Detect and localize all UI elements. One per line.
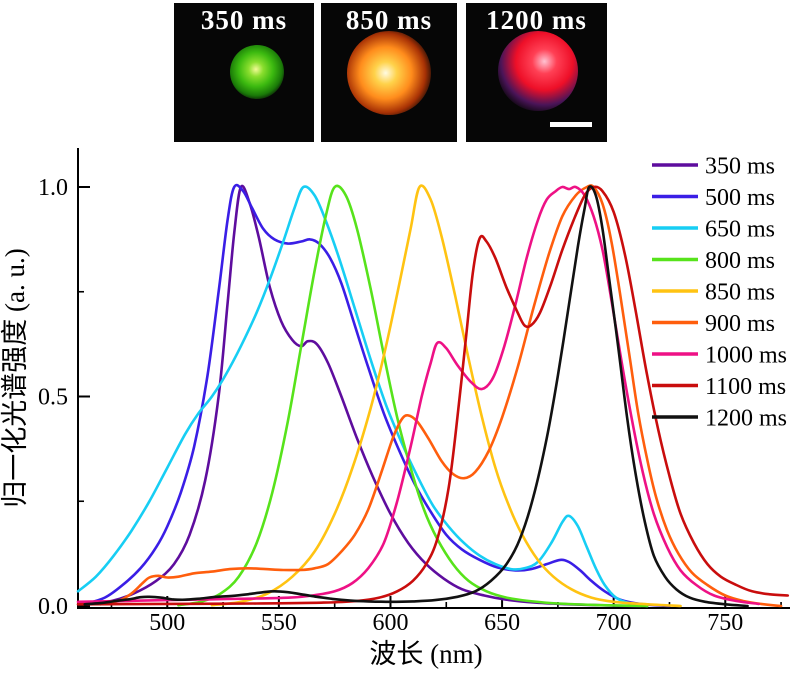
series-curve-900ms	[99, 184, 783, 608]
particle-dot-orange	[347, 31, 431, 115]
x-tick-label: 700	[596, 610, 632, 636]
x-tick-label: 750	[707, 610, 743, 636]
series-curve-350ms	[87, 184, 642, 608]
legend-label-650ms: 650 ms	[705, 217, 775, 243]
y-tick-label: 0.5	[38, 385, 68, 411]
particle-dot-red	[498, 31, 578, 111]
y-axis-label: 归一化光谱强度 (a. u.)	[0, 248, 30, 507]
legend-label-1100ms: 1100 ms	[705, 374, 786, 400]
inset-image-1200ms: 1200 ms	[466, 3, 607, 142]
inset-label-350ms: 350 ms	[200, 5, 288, 35]
legend-label-900ms: 900 ms	[705, 311, 775, 337]
y-tick-label: 1.0	[38, 175, 68, 201]
inset-image-350ms: 350 ms	[174, 3, 314, 142]
series-curve-1100ms	[76, 185, 790, 606]
legend-label-1200ms: 1200 ms	[705, 406, 787, 432]
inset-label-1200ms: 1200 ms	[486, 5, 587, 35]
axis-spines	[77, 148, 790, 609]
particle-dot-green	[230, 45, 284, 99]
legend-label-850ms: 850 ms	[705, 280, 775, 306]
series-curve-1200ms	[83, 185, 749, 608]
x-tick-label: 550	[261, 610, 297, 636]
series-curve-850ms	[210, 184, 682, 608]
scale-bar	[550, 122, 592, 127]
y-tick-label: 0.0	[38, 594, 68, 620]
x-tick-label: 650	[484, 610, 520, 636]
series-curve-1000ms	[76, 185, 761, 606]
x-tick-label: 500	[149, 610, 185, 636]
legend-label-800ms: 800 ms	[705, 248, 775, 274]
legend-label-500ms: 500 ms	[705, 185, 775, 211]
x-axis-label: 波长 (nm)	[369, 639, 482, 669]
legend-label-1000ms: 1000 ms	[705, 343, 787, 369]
series-curve-500ms	[83, 183, 671, 608]
series-curve-800ms	[177, 184, 649, 608]
legend-label-350ms: 350 ms	[705, 154, 775, 180]
x-tick-label: 600	[372, 610, 408, 636]
inset-image-850ms: 850 ms	[321, 3, 457, 142]
inset-label-850ms: 850 ms	[345, 5, 433, 35]
